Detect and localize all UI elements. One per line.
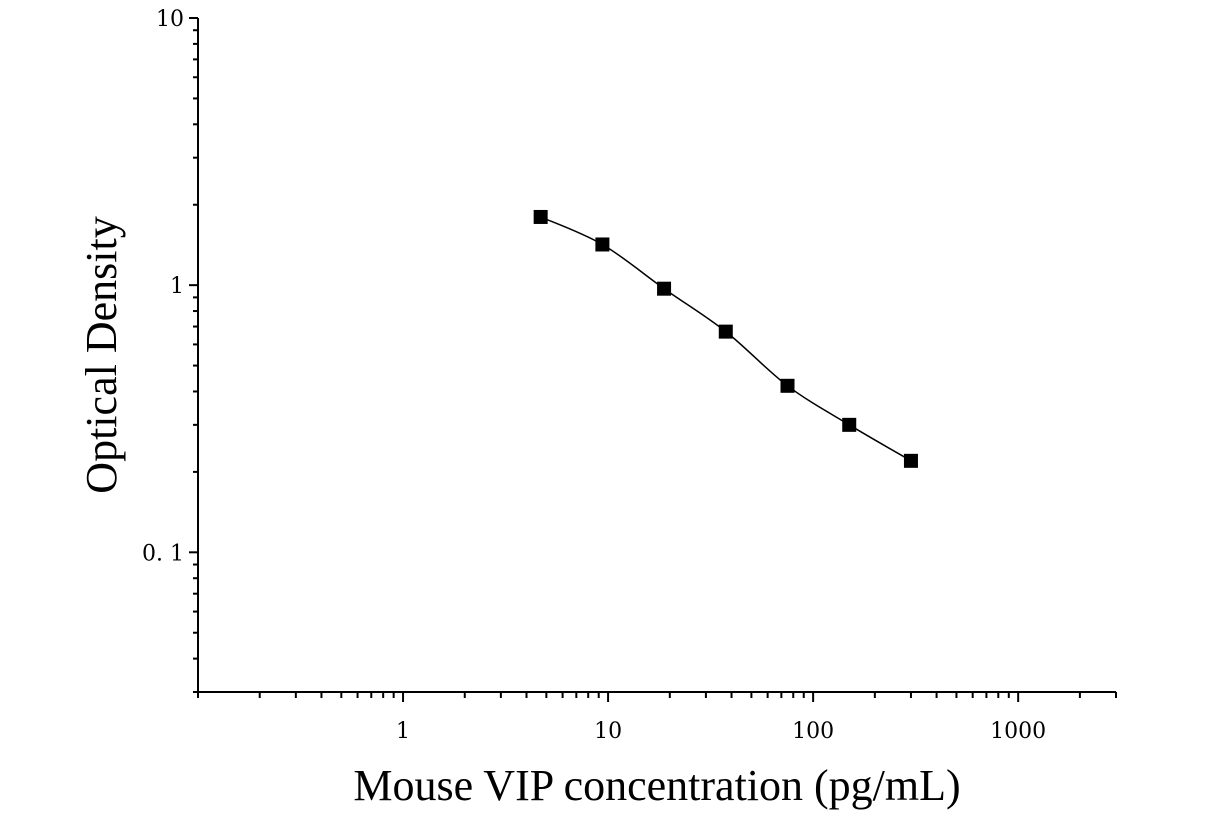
data-points [533, 209, 918, 468]
data-point [903, 453, 918, 468]
y-axis-title: Optical Density [77, 216, 126, 493]
data-point [780, 378, 795, 393]
data-point [718, 324, 733, 339]
x-tick-label: 1000 [990, 719, 1046, 744]
y-tick-label: 10 [156, 7, 184, 32]
y-axis: 0. 1 1 10 [142, 7, 199, 693]
data-point [842, 417, 857, 432]
data-point [657, 281, 672, 296]
x-tick-label: 100 [792, 719, 834, 744]
data-point [595, 237, 610, 252]
x-axis-title: Mouse VIP concentration (pg/mL) [353, 761, 960, 810]
x-tick-label: 1 [396, 719, 410, 744]
x-tick-label: 10 [594, 719, 622, 744]
data-point [533, 209, 548, 224]
plot-area [533, 209, 918, 468]
y-tick-label: 1 [170, 274, 184, 299]
x-axis: 1 10 100 1000 [197, 691, 1117, 744]
y-tick-label: 0. 1 [142, 541, 184, 566]
